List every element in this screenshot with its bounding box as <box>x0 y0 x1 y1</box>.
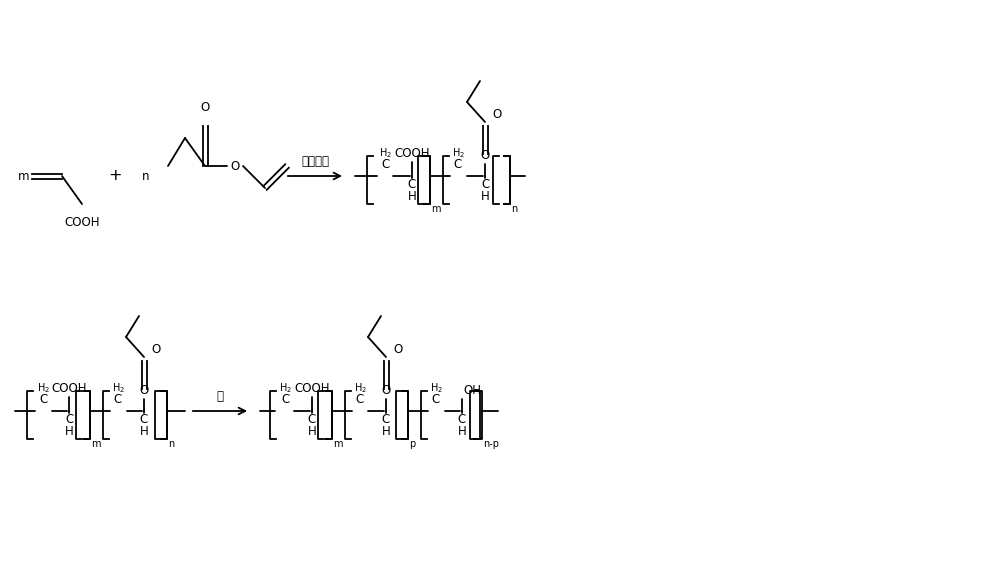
Text: O: O <box>200 101 210 114</box>
Text: O: O <box>492 108 502 121</box>
Text: H$_2$: H$_2$ <box>379 146 391 160</box>
Text: C: C <box>140 413 148 426</box>
Text: H: H <box>481 190 489 203</box>
Text: C: C <box>481 178 489 191</box>
Text: H: H <box>65 425 73 438</box>
Text: C: C <box>308 413 316 426</box>
Text: n-p: n-p <box>483 439 499 449</box>
Text: H$_2$: H$_2$ <box>452 146 464 160</box>
Text: O: O <box>381 384 391 397</box>
Text: C: C <box>39 393 47 406</box>
Text: H: H <box>408 190 416 203</box>
Text: m: m <box>431 204 440 214</box>
Text: O: O <box>480 149 490 162</box>
Text: +: + <box>108 169 122 183</box>
Text: O: O <box>139 384 149 397</box>
Text: O: O <box>393 343 403 356</box>
Text: H$_2$: H$_2$ <box>430 381 442 395</box>
Text: 碱: 碱 <box>216 390 224 403</box>
Text: n: n <box>168 439 174 449</box>
Text: H: H <box>308 425 316 438</box>
Text: C: C <box>454 158 462 171</box>
Text: COOH: COOH <box>51 382 87 395</box>
Text: H: H <box>458 425 466 438</box>
Text: H$_2$: H$_2$ <box>112 381 124 395</box>
Text: COOH: COOH <box>394 147 430 160</box>
Text: C: C <box>114 393 122 406</box>
Text: C: C <box>281 393 289 406</box>
Text: n: n <box>142 169 150 182</box>
Text: H: H <box>140 425 148 438</box>
Text: O: O <box>230 160 240 173</box>
Text: COOH: COOH <box>294 382 330 395</box>
Text: C: C <box>65 413 73 426</box>
Text: C: C <box>381 158 389 171</box>
Text: H: H <box>382 425 390 438</box>
Text: H$_2$: H$_2$ <box>279 381 291 395</box>
Text: m: m <box>91 439 100 449</box>
Text: C: C <box>458 413 466 426</box>
Text: O: O <box>151 343 161 356</box>
Text: H$_2$: H$_2$ <box>354 381 366 395</box>
Text: p: p <box>409 439 415 449</box>
Text: 引发体系: 引发体系 <box>301 155 329 168</box>
Text: C: C <box>356 393 364 406</box>
Text: C: C <box>432 393 440 406</box>
Text: C: C <box>382 413 390 426</box>
Text: C: C <box>408 178 416 191</box>
Text: H$_2$: H$_2$ <box>37 381 49 395</box>
Text: n: n <box>511 204 517 214</box>
Text: m: m <box>18 169 30 182</box>
Text: m: m <box>333 439 342 449</box>
Text: OH: OH <box>463 384 481 397</box>
Text: COOH: COOH <box>64 216 100 229</box>
